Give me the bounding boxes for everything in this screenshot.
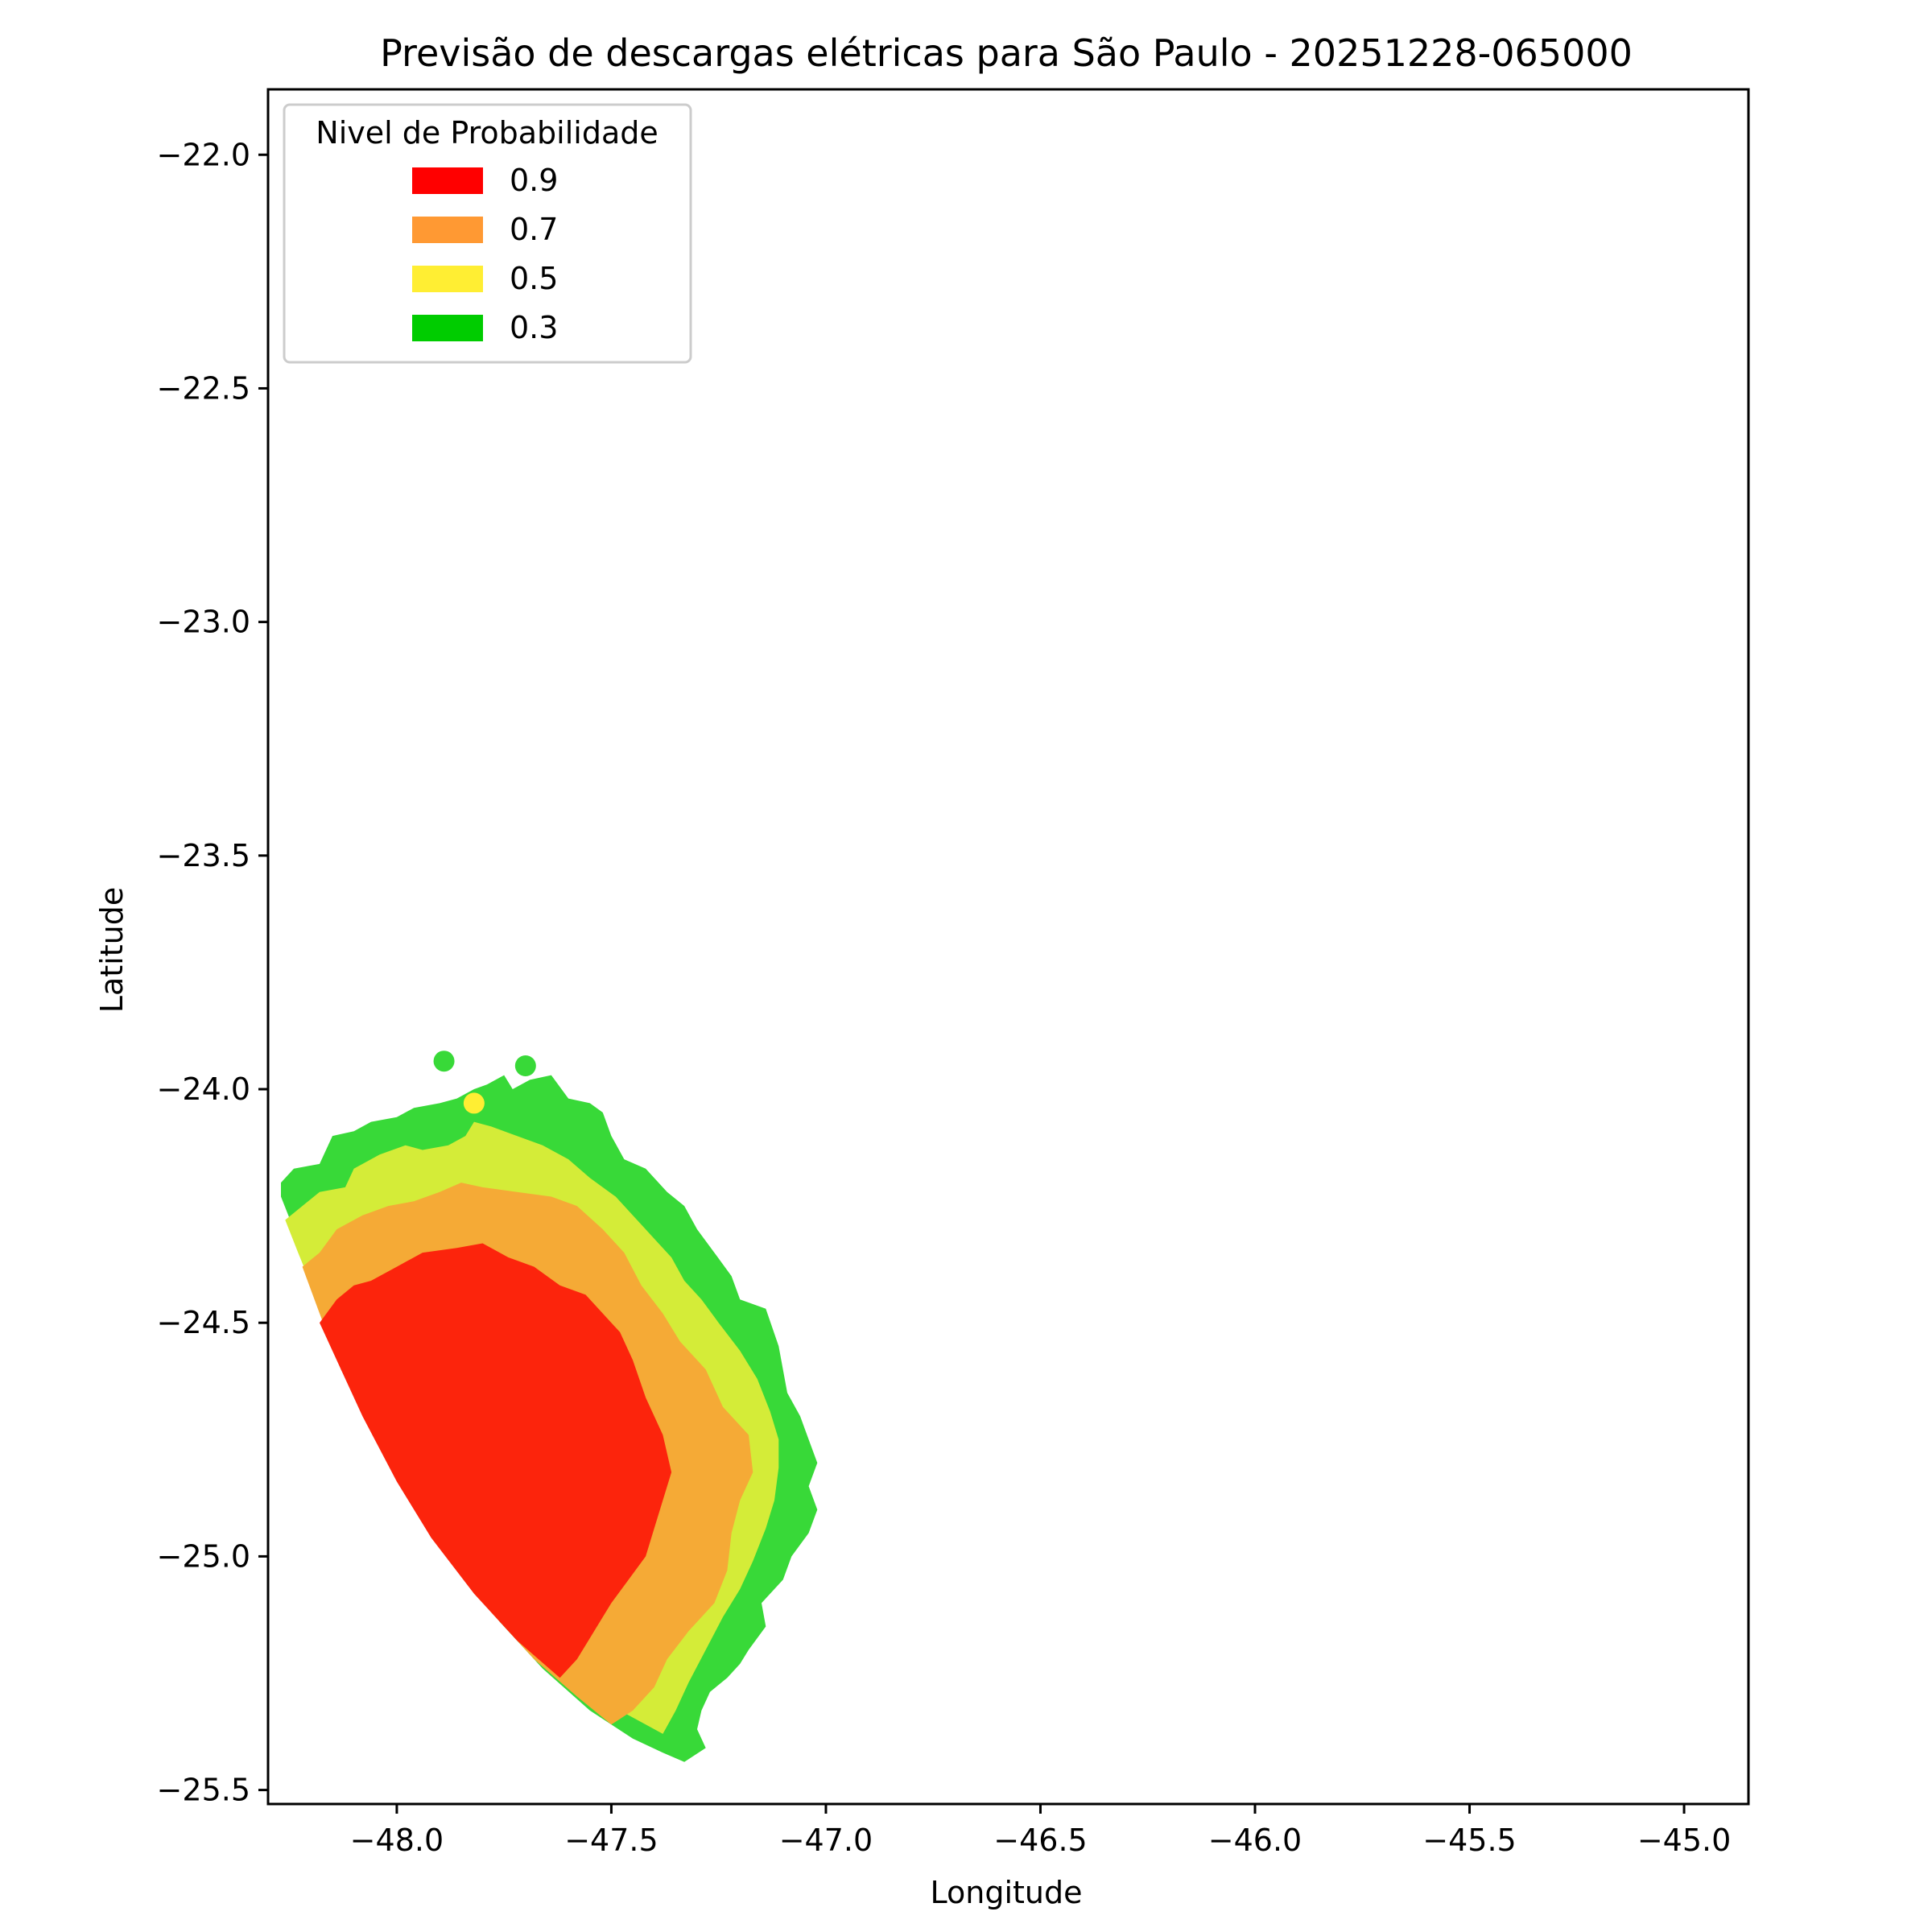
- legend-box: [283, 103, 692, 364]
- probability-regions: [281, 1051, 818, 1762]
- x-tick-label: −47.0: [779, 1823, 873, 1858]
- y-tick-label: −22.0: [157, 137, 250, 172]
- legend: Nivel de Probabilidade 0.9 0.7 0.5 0.3: [283, 103, 692, 364]
- y-tick-label: −25.0: [157, 1538, 250, 1574]
- y-axis-label: Latitude: [94, 887, 130, 1013]
- legend-swatch: [412, 217, 483, 243]
- y-tick-label: −22.5: [157, 370, 250, 406]
- legend-label: 0.7: [510, 212, 558, 247]
- isolated-cell-3: [463, 1092, 485, 1114]
- x-tick-label: −48.0: [350, 1823, 444, 1858]
- y-tick-label: −25.5: [157, 1773, 250, 1808]
- legend-label: 0.5: [510, 261, 558, 296]
- legend-swatch: [412, 266, 483, 292]
- legend-label: 0.9: [510, 163, 558, 198]
- y-tick-label: −23.0: [157, 605, 250, 640]
- x-axis-label: Longitude: [931, 1875, 1083, 1910]
- x-tick-label: −45.0: [1637, 1823, 1731, 1858]
- legend-swatch: [412, 315, 483, 341]
- y-tick-label: −24.0: [157, 1071, 250, 1107]
- plot-frame: [266, 88, 1750, 1806]
- legend-title: Nivel de Probabilidade: [316, 115, 658, 151]
- legend-entries: 0.9 0.7 0.5 0.3: [412, 163, 558, 345]
- chart-title: Previsão de descargas elétricas para São…: [380, 31, 1633, 75]
- x-tick-label: −47.5: [564, 1823, 658, 1858]
- isolated-cell-1: [433, 1051, 455, 1072]
- x-tick-label: −46.5: [993, 1823, 1087, 1858]
- x-tick-label: −45.5: [1422, 1823, 1516, 1858]
- region-level-0-9: [320, 1243, 672, 1678]
- y-tick-label: −23.5: [157, 838, 250, 873]
- legend-label: 0.3: [510, 310, 558, 345]
- legend-swatch: [412, 167, 483, 194]
- y-tick-label: −24.5: [157, 1305, 250, 1340]
- axis-ticks: −48.0 −47.5 −47.0 −46.5 −46.0 −45.5 −45.0 −22.0…: [157, 137, 1732, 1858]
- isolated-cell-2: [514, 1055, 536, 1076]
- x-tick-label: −46.0: [1208, 1823, 1302, 1858]
